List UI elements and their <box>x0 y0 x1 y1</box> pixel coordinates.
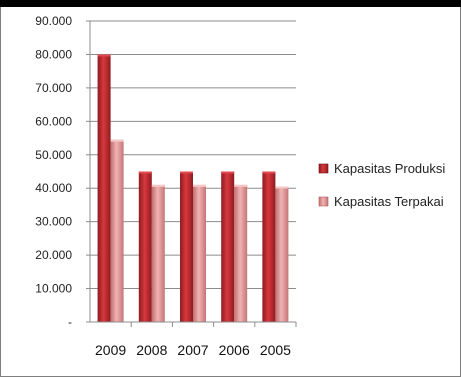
legend-swatch <box>318 163 329 174</box>
bar-terpakai <box>110 139 124 322</box>
y-tick-label: 10.000 <box>35 282 72 296</box>
axes <box>89 21 297 327</box>
y-tick-label: 80.000 <box>35 47 72 61</box>
y-axis-tick-labels: - 10.000 20.000 30.000 40.000 50.000 60.000 70.… <box>35 14 90 329</box>
bar-top-highlight <box>234 184 248 187</box>
bar-produksi <box>262 171 276 322</box>
x-category-label: 2006 <box>219 342 250 358</box>
top-edge-bar <box>0 0 461 7</box>
bar-top-highlight <box>110 139 124 142</box>
bar-top-highlight <box>275 186 289 189</box>
legend-label: Kapasitas Terpakai <box>334 194 444 209</box>
bar-top-highlight <box>97 54 111 57</box>
bars <box>97 54 289 322</box>
x-category-label: 2009 <box>95 342 126 358</box>
bar-produksi <box>138 171 152 322</box>
legend-label: Kapasitas Produksi <box>334 161 445 176</box>
y-tick-label: 60.000 <box>35 114 72 128</box>
bar-produksi <box>97 54 111 322</box>
bar-top-highlight <box>193 184 206 187</box>
bar-top-highlight <box>180 171 193 174</box>
y-tick-label: 40.000 <box>35 181 72 195</box>
x-category-label: 2007 <box>177 342 208 358</box>
bar-top-highlight <box>138 171 152 174</box>
y-tick-label: 30.000 <box>35 215 72 229</box>
y-tick-label: 50.000 <box>35 148 72 162</box>
bar-terpakai <box>193 184 206 322</box>
x-category-label: 2005 <box>260 342 291 358</box>
y-tick-label: - <box>68 315 72 329</box>
legend-swatch <box>318 196 329 207</box>
bar-top-highlight <box>151 184 165 187</box>
legend: Kapasitas Produksi Kapasitas Terpakai <box>318 161 445 209</box>
x-category-label: 2008 <box>136 342 167 358</box>
bar-top-highlight <box>221 171 235 174</box>
y-tick-label: 20.000 <box>35 248 72 262</box>
bar-top-highlight <box>262 171 276 174</box>
y-tick-label: 70.000 <box>35 81 72 95</box>
bar-produksi <box>221 171 235 322</box>
bar-terpakai <box>234 184 248 322</box>
bar-produksi <box>180 171 193 322</box>
x-axis-category-labels: 2009 2008 2007 2006 2005 <box>95 342 291 358</box>
bar-terpakai <box>151 184 165 322</box>
bar-terpakai <box>275 186 289 322</box>
y-tick-label: 90.000 <box>35 14 72 28</box>
